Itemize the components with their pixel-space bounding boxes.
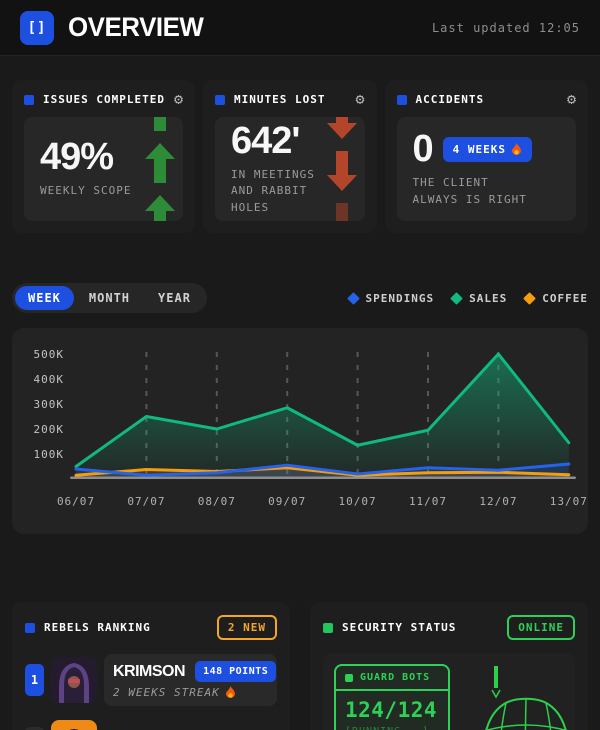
stat-panel: 642' IN MEETINGS AND RABBIT HOLES xyxy=(215,117,365,221)
svg-text:300K: 300K xyxy=(34,398,65,411)
legend-item-sales[interactable]: SALES xyxy=(450,291,507,305)
stat-card-issues: ISSUES COMPLETED ⚙ 49% WEEKLY SCOPE xyxy=(12,80,195,233)
online-badge: ONLINE xyxy=(507,615,575,640)
svg-text:13/07: 13/07 xyxy=(550,495,588,508)
chart-legend: SPENDINGS SALES COFFEE xyxy=(346,291,588,305)
stat-caption: THE CLIENT ALWAYS IS RIGHT xyxy=(412,176,527,206)
svg-text:09/07: 09/07 xyxy=(268,495,306,508)
svg-text:12/07: 12/07 xyxy=(479,495,517,508)
top-bar: [] OVERVIEW Last updated 12:05 xyxy=(0,0,600,56)
trend-down-arrows-icon xyxy=(326,117,357,221)
svg-text:06/07: 06/07 xyxy=(57,495,95,508)
avatar-mati xyxy=(51,720,97,730)
diamond-marker-icon xyxy=(450,291,463,305)
chart-controls-row: WEEK MONTH YEAR SPENDINGS SALES COFFEE xyxy=(12,283,588,313)
svg-text:200K: 200K xyxy=(34,423,65,436)
rank-number: 1 xyxy=(25,664,44,696)
ranking-title: REBELS RANKING xyxy=(44,621,151,634)
app-logo: [] xyxy=(20,10,54,45)
new-count-badge: 2 NEW xyxy=(216,615,277,640)
range-tabs: WEEK MONTH YEAR xyxy=(12,283,207,313)
stat-panel: 49% WEEKLY SCOPE xyxy=(24,117,183,221)
bottom-row: REBELS RANKING 2 NEW 1 KRIMSON @KRIMSON … xyxy=(12,602,588,730)
rebels-ranking-card: REBELS RANKING 2 NEW 1 KRIMSON @KRIMSON … xyxy=(12,602,290,730)
svg-text:100K: 100K xyxy=(34,448,65,461)
stat-caption: IN MEETINGS AND RABBIT HOLES xyxy=(231,167,315,214)
blue-square-bullet-icon xyxy=(396,94,407,105)
stat-value: 49% xyxy=(40,136,114,179)
svg-text:10/07: 10/07 xyxy=(339,495,377,508)
green-square-bullet-icon xyxy=(345,673,353,682)
streak-weeks-badge: 4 WEEKS xyxy=(442,136,532,162)
ranking-row-panel: KRIMSON @KRIMSON 148 POINTS 2 WEEKS STRE… xyxy=(104,654,277,706)
diamond-marker-icon xyxy=(523,291,537,305)
blue-square-bullet-icon xyxy=(215,94,225,105)
logo-brackets-icon: [] xyxy=(27,19,47,36)
main-chart: 100K 200K 300K 400K 500K 06/07 07/07 08/07 09/07… xyxy=(34,348,588,508)
legend-item-coffee[interactable]: COFFEE xyxy=(523,291,588,305)
tab-week[interactable]: WEEK xyxy=(15,286,74,310)
stats-row: ISSUES COMPLETED ⚙ 49% WEEKLY SCOPE MINU… xyxy=(12,80,588,233)
stat-value: 0 xyxy=(412,128,434,170)
svg-text:07/07: 07/07 xyxy=(127,495,165,508)
security-status-card: SECURITY STATUS ONLINE GUARD BOTS 124/12… xyxy=(310,602,588,730)
settings-gear-icon[interactable]: ⚙ xyxy=(355,90,365,108)
guard-bots-title: GUARD BOTS xyxy=(360,672,431,683)
tab-month[interactable]: MONTH xyxy=(76,286,143,310)
stat-title: ACCIDENTS xyxy=(415,93,485,106)
avatar-krimson xyxy=(51,657,97,703)
ranking-row-1[interactable]: 1 KRIMSON @KRIMSON 148 POINTS 2 WEEKS ST… xyxy=(25,654,277,706)
flame-icon xyxy=(225,686,235,699)
main-chart-card: 100K 200K 300K 400K 500K 06/07 07/07 08/07 09/07… xyxy=(12,328,588,534)
ranking-row-2[interactable]: 2 MATI @MATI 129 POINTS xyxy=(25,720,277,730)
svg-text:400K: 400K xyxy=(34,373,65,386)
tab-year[interactable]: YEAR xyxy=(145,286,204,310)
settings-gear-icon[interactable]: ⚙ xyxy=(173,90,183,108)
blue-square-bullet-icon xyxy=(25,622,35,633)
diamond-marker-icon xyxy=(346,291,360,305)
stat-card-minutes: MINUTES LOST ⚙ 642' IN MEETINGS AND RABB… xyxy=(203,80,377,233)
guard-bots-box: GUARD BOTS 124/124 [RUNNING...] xyxy=(334,664,450,730)
page-title: OVERVIEW xyxy=(68,12,204,42)
stat-card-accidents: ACCIDENTS ⚙ 0 4 WEEKS THE CLIENT ALWAYS … xyxy=(384,80,588,233)
guard-robot-wireframe xyxy=(464,664,568,730)
guard-bots-count: 124/124 xyxy=(345,698,438,722)
security-panel: GUARD BOTS 124/124 [RUNNING...] xyxy=(323,653,575,730)
stat-title: MINUTES LOST xyxy=(234,93,326,106)
last-updated: Last updated 12:05 xyxy=(431,20,580,35)
guard-bots-status: [RUNNING...] xyxy=(345,726,439,730)
security-title: SECURITY STATUS xyxy=(342,621,457,634)
blue-square-bullet-icon xyxy=(24,94,34,105)
green-square-bullet-icon xyxy=(323,622,333,633)
points-badge: 148 POINTS xyxy=(195,661,277,682)
trend-up-arrows-icon xyxy=(145,117,175,221)
legend-item-spendings[interactable]: SPENDINGS xyxy=(346,291,435,305)
stat-caption: WEEKLY SCOPE xyxy=(40,184,132,198)
streak-caption: 2 WEEKS STREAK xyxy=(113,686,268,699)
svg-text:08/07: 08/07 xyxy=(198,495,236,508)
player-name: KRIMSON xyxy=(113,662,186,680)
rank-number: 2 xyxy=(25,727,44,730)
settings-gear-icon[interactable]: ⚙ xyxy=(566,90,576,108)
stat-panel: 0 4 WEEKS THE CLIENT ALWAYS IS RIGHT xyxy=(396,117,576,221)
stat-title: ISSUES COMPLETED xyxy=(43,93,165,106)
svg-text:11/07: 11/07 xyxy=(409,495,447,508)
flame-icon xyxy=(511,142,521,155)
stat-value: 642' xyxy=(231,119,300,162)
svg-text:500K: 500K xyxy=(34,348,65,361)
